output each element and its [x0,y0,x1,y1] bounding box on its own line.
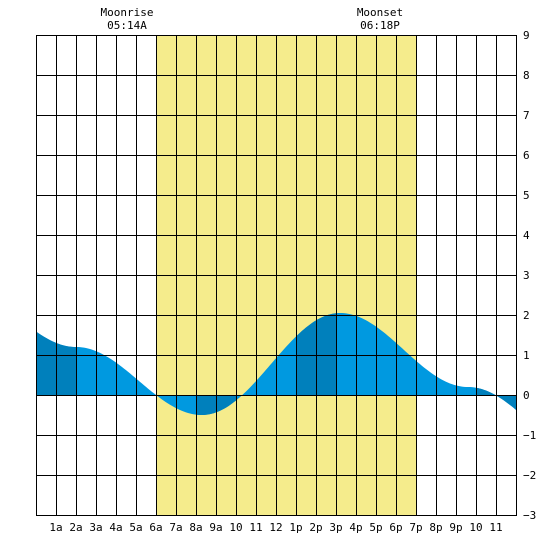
x-tick-label: 5p [369,521,382,534]
x-tick-label: 10 [229,521,242,534]
y-tick-label: 5 [523,189,530,202]
x-tick-label: 2p [309,521,322,534]
y-tick-label: 3 [523,269,530,282]
x-tick-label: 6p [389,521,402,534]
x-tick-label: 11 [249,521,262,534]
x-tick-label: 9p [449,521,462,534]
x-tick-label: 3a [89,521,102,534]
y-tick-label: −3 [523,509,536,522]
plot-border [36,35,517,516]
y-tick-label: 9 [523,29,530,42]
y-axis-tick-labels: 9 8 7 6 5 4 3 2 1 0 −1 −2 −3 [523,29,536,522]
x-tick-label: 3p [329,521,342,534]
y-tick-label: −1 [523,429,536,442]
x-tick-label: 7p [409,521,422,534]
y-tick-label: −2 [523,469,536,482]
y-tick-label: 7 [523,109,530,122]
x-tick-label: 7a [169,521,182,534]
x-tick-label: 4p [349,521,362,534]
x-tick-label: 8a [189,521,202,534]
moonrise-label: Moonrise [101,6,154,19]
y-tick-label: 4 [523,229,530,242]
y-tick-label: 0 [523,389,530,402]
moonrise-time: 05:14A [107,19,147,32]
x-tick-label: 5a [129,521,142,534]
y-tick-label: 2 [523,309,530,322]
x-tick-label: 2a [69,521,82,534]
x-tick-label: 11 [489,521,502,534]
x-tick-label: 9a [209,521,222,534]
y-tick-label: 1 [523,349,530,362]
moonset-label: Moonset [357,6,403,19]
moonset-time: 06:18P [360,19,400,32]
x-axis-tick-labels: 1a 2a 3a 4a 5a 6a 7a 8a 9a 10 11 12 1p 2p 3p 4p 5p 6p 7p 8p… [49,521,502,534]
x-tick-label: 6a [149,521,162,534]
x-tick-label: 4a [109,521,122,534]
y-tick-label: 8 [523,69,530,82]
x-tick-label: 12 [269,521,282,534]
x-tick-label: 1a [49,521,62,534]
y-tick-label: 6 [523,149,530,162]
x-tick-label: 1p [289,521,302,534]
x-tick-label: 8p [429,521,442,534]
x-tick-label: 10 [469,521,482,534]
